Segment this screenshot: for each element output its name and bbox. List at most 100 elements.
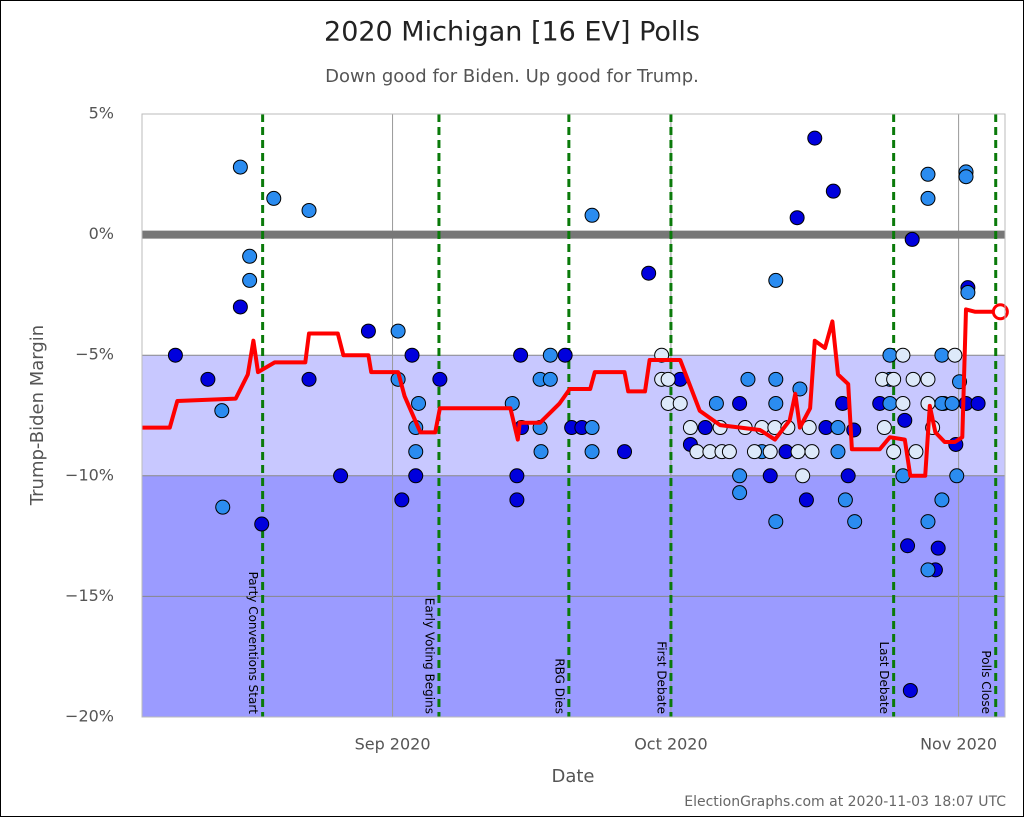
poll-point: [333, 468, 349, 484]
poll-point: [404, 347, 420, 363]
poll-point: [533, 444, 549, 460]
y-axis-label: Trump-Biden Margin: [27, 325, 48, 506]
poll-point: [970, 395, 986, 411]
poll-point: [557, 347, 573, 363]
average-end: [991, 303, 1009, 321]
poll-point: [920, 562, 936, 578]
poll-point: [908, 444, 924, 460]
poll-point: [732, 468, 748, 484]
poll-point: [254, 516, 270, 532]
poll-point: [708, 395, 724, 411]
poll-point: [432, 371, 448, 387]
poll-point: [232, 159, 248, 175]
poll-point: [411, 395, 427, 411]
event-label: Polls Close: [979, 650, 993, 714]
poll-point: [900, 538, 916, 554]
poll-point: [762, 444, 778, 460]
x-tick-label: Nov 2020: [920, 735, 997, 754]
poll-point: [920, 371, 936, 387]
poll-point: [214, 403, 230, 419]
poll-point: [944, 395, 960, 411]
poll-point: [807, 130, 823, 146]
poll-point: [947, 347, 963, 363]
poll-point: [242, 248, 258, 264]
poll-point: [897, 412, 913, 428]
poll-point: [905, 371, 921, 387]
poll-point: [876, 420, 892, 436]
plot-border: [141, 113, 1006, 718]
poll-point: [682, 420, 698, 436]
poll-point: [886, 444, 902, 460]
poll-point: [394, 492, 410, 508]
poll-point: [301, 202, 317, 218]
poll-point: [242, 272, 258, 288]
poll-point: [697, 420, 713, 436]
poll-point: [830, 420, 846, 436]
poll-point: [721, 444, 737, 460]
poll-point: [509, 468, 525, 484]
poll-point: [789, 210, 805, 226]
poll-point: [672, 395, 688, 411]
event-label: RBG Dies: [552, 658, 566, 714]
footer: ElectionGraphs.com at 2020-11-03 18:07 U…: [684, 794, 1006, 810]
poll-point: [934, 347, 950, 363]
poll-point: [920, 190, 936, 206]
poll-point: [920, 514, 936, 530]
poll-point: [641, 265, 657, 281]
poll-point: [232, 299, 248, 315]
event-label: First Debate: [654, 641, 668, 714]
band: [142, 355, 1005, 476]
event-label: Party Conventions Start: [246, 572, 260, 715]
poll-point: [768, 272, 784, 288]
poll-point: [934, 492, 950, 508]
poll-point: [513, 347, 529, 363]
poll-point: [740, 371, 756, 387]
poll-point: [798, 492, 814, 508]
poll-point: [790, 444, 806, 460]
poll-point: [301, 371, 317, 387]
chart-title: 2020 Michigan [16 EV] Polls: [324, 17, 700, 48]
poll-point: [732, 485, 748, 501]
poll-point: [542, 371, 558, 387]
x-tick-label: Oct 2020: [634, 735, 707, 754]
poll-point: [958, 169, 974, 185]
y-tick-label: 0%: [89, 224, 114, 243]
poll-point: [542, 347, 558, 363]
poll-point: [200, 371, 216, 387]
x-tick-label: Sep 2020: [355, 735, 431, 754]
poll-point: [882, 395, 898, 411]
poll-point: [895, 347, 911, 363]
poll-point: [167, 347, 183, 363]
poll-point: [617, 444, 633, 460]
poll-point: [584, 207, 600, 223]
plot-area: 5% 0% −5% −10% −15% −20% Sep 2020 Oct 2020 Nov 2…: [65, 104, 1009, 754]
poll-point: [768, 514, 784, 530]
poll-point: [930, 540, 946, 556]
poll-point: [830, 444, 846, 460]
poll-point: [840, 468, 856, 484]
poll-point: [408, 468, 424, 484]
poll-point: [886, 371, 902, 387]
poll-point: [795, 468, 811, 484]
poll-point: [825, 183, 841, 199]
poll-point: [762, 468, 778, 484]
average-line: [142, 307, 1001, 478]
poll-point: [660, 371, 676, 387]
poll-point: [215, 499, 231, 515]
poll-point: [266, 190, 282, 206]
poll-point: [960, 284, 976, 300]
poll-point: [801, 420, 817, 436]
poll-point: [837, 492, 853, 508]
event-label: Early Voting Begins: [422, 598, 436, 714]
event-label: Last Debate: [877, 642, 891, 715]
poll-point: [584, 444, 600, 460]
poll-point: [904, 231, 920, 247]
poll-point: [732, 395, 748, 411]
x-axis-label: Date: [551, 766, 594, 787]
y-tick-label: 5%: [89, 104, 114, 123]
poll-point: [902, 682, 918, 698]
poll-point: [584, 420, 600, 436]
poll-point: [895, 395, 911, 411]
